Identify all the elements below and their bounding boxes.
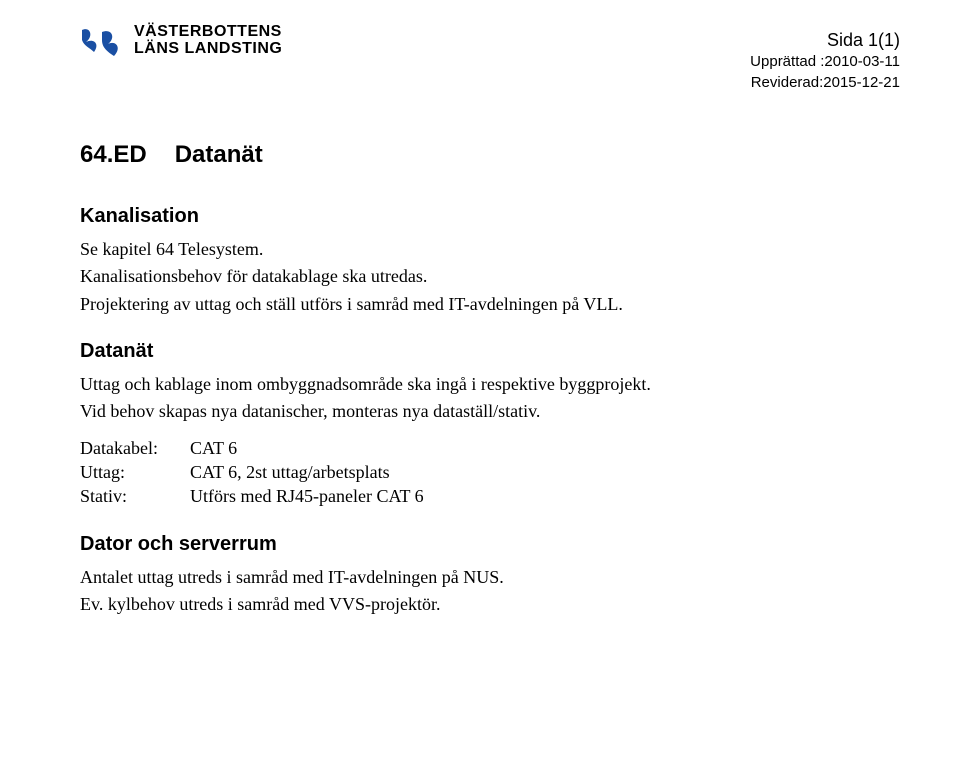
- revised-date: Reviderad:2015-12-21: [750, 73, 900, 93]
- page-title: 64.ED Datanät: [80, 141, 900, 169]
- spec-key: Datakabel:: [80, 436, 190, 460]
- org-line-2: LÄNS LANDSTING: [134, 41, 282, 58]
- heading-datanat: Datanät: [80, 340, 900, 363]
- page-number: Sida 1(1): [750, 28, 900, 52]
- body-text: Ev. kylbehov utreds i samråd med VVS-pro…: [80, 593, 900, 616]
- spec-row: Datakabel: CAT 6: [80, 436, 900, 460]
- spec-row: Uttag: CAT 6, 2st uttag/arbetsplats: [80, 460, 900, 484]
- spec-val: Utförs med RJ45-paneler CAT 6: [190, 484, 424, 508]
- heading-kanalisation: Kanalisation: [80, 205, 900, 228]
- org-logo-icon: [80, 24, 124, 68]
- page-meta: Sida 1(1) Upprättad :2010-03-11 Revidera…: [750, 24, 900, 93]
- body-text: Antalet uttag utreds i samråd med IT-avd…: [80, 566, 900, 589]
- body-text: Vid behov skapas nya datanischer, monter…: [80, 400, 900, 423]
- section-datanat: Datanät Uttag och kablage inom ombyggnad…: [80, 340, 900, 509]
- section-serverrum: Dator och serverrum Antalet uttag utreds…: [80, 533, 900, 617]
- spec-row: Stativ: Utförs med RJ45-paneler CAT 6: [80, 484, 900, 508]
- body-text: Uttag och kablage inom ombyggnadsområde …: [80, 373, 900, 396]
- org-name: VÄSTERBOTTENS LÄNS LANDSTING: [134, 24, 282, 58]
- spec-val: CAT 6, 2st uttag/arbetsplats: [190, 460, 390, 484]
- body-text: Kanalisationsbehov för datakablage ska u…: [80, 265, 900, 288]
- body-text: Projektering av uttag och ställ utförs i…: [80, 293, 900, 316]
- spec-val: CAT 6: [190, 436, 237, 460]
- heading-serverrum: Dator och serverrum: [80, 533, 900, 556]
- spec-key: Stativ:: [80, 484, 190, 508]
- created-date: Upprättad :2010-03-11: [750, 52, 900, 72]
- spec-list: Datakabel: CAT 6 Uttag: CAT 6, 2st uttag…: [80, 436, 900, 509]
- title-text: Datanät: [175, 141, 263, 168]
- body-text: Se kapitel 64 Telesystem.: [80, 238, 900, 261]
- spec-key: Uttag:: [80, 460, 190, 484]
- section-kanalisation: Kanalisation Se kapitel 64 Telesystem. K…: [80, 205, 900, 316]
- page-header: VÄSTERBOTTENS LÄNS LANDSTING Sida 1(1) U…: [80, 24, 900, 93]
- org-line-1: VÄSTERBOTTENS: [134, 24, 282, 41]
- title-code: 64.ED: [80, 141, 147, 169]
- org-logo-block: VÄSTERBOTTENS LÄNS LANDSTING: [80, 24, 282, 68]
